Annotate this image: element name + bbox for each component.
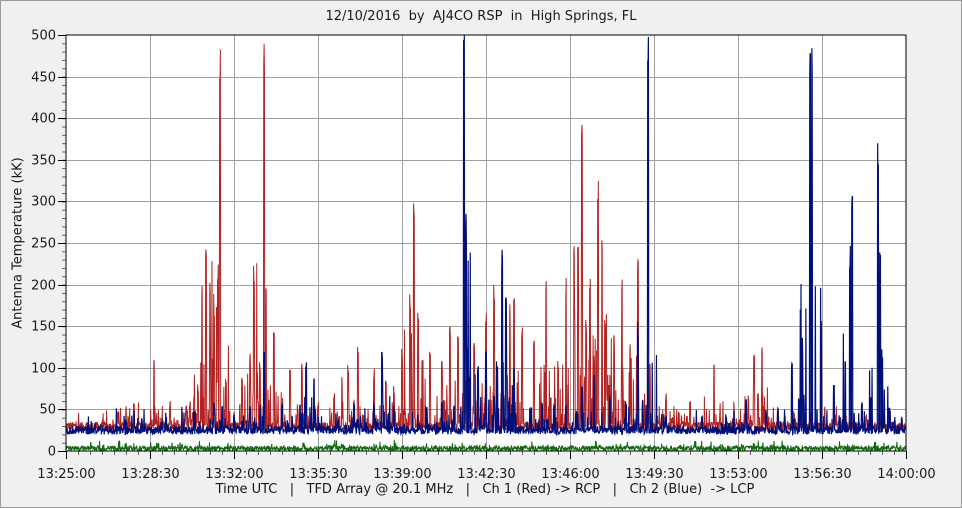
y-tick-label: 350 [31,154,56,169]
x-tick-label: 13:46:00 [541,467,599,482]
y-tick-label: 150 [31,320,56,335]
x-tick-label: 13:35:30 [289,467,347,482]
y-tick-label: 50 [39,403,56,418]
y-tick-label: 300 [31,195,56,210]
y-tick-label: 450 [31,71,56,86]
x-tick-label: 14:00:00 [877,467,935,482]
y-tick-label: 500 [31,29,56,44]
x-tick-label: 13:39:00 [373,467,431,482]
x-tick-label: 13:49:30 [625,467,683,482]
y-tick-label: 0 [48,445,56,460]
series-line-2 [65,439,907,453]
x-tick-label: 13:25:00 [37,467,95,482]
x-tick-label: 13:56:30 [793,467,851,482]
chart-title: 12/10/2016 by AJ4CO RSP in High Springs,… [325,9,637,24]
x-tick-label: 13:42:30 [457,467,515,482]
series-line-1 [65,35,907,437]
y-tick-label: 400 [31,112,56,127]
y-tick-label: 200 [31,279,56,294]
x-tick-label: 13:53:00 [709,467,767,482]
x-tick-label: 13:28:30 [121,467,179,482]
x-tick-label: 13:32:00 [205,467,263,482]
plot-border [65,34,907,452]
y-tick-label: 250 [31,237,56,252]
x-axis-label: Time UTC | TFD Array @ 20.1 MHz | Ch 1 (… [215,482,755,497]
y-tick-label: 100 [31,362,56,377]
